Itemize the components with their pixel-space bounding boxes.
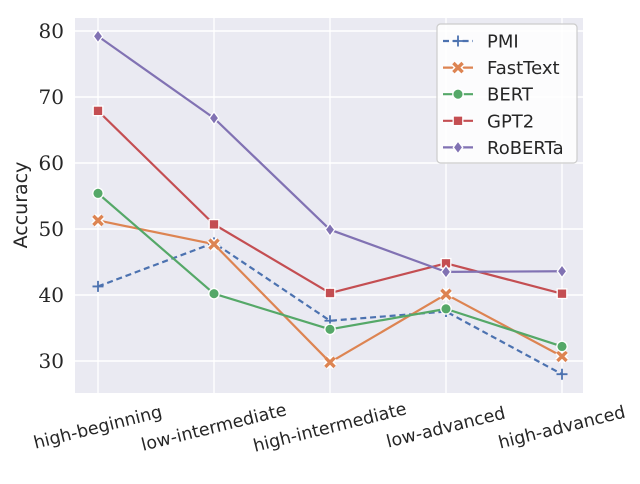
- x-tick-label: high-advanced: [497, 403, 628, 454]
- legend-label: PMI: [487, 32, 519, 53]
- RoBERTa-marker: [440, 264, 452, 280]
- legend-entry-FastText: FastText: [443, 58, 560, 79]
- FastText-marker: [324, 356, 336, 369]
- GPT2-marker: [208, 218, 220, 230]
- y-axis-label: Accuracy: [10, 162, 32, 249]
- legend-label: RoBERTa: [487, 138, 564, 159]
- y-tick-label: 40: [39, 283, 64, 307]
- PMI-marker: [92, 280, 104, 292]
- BERT-marker: [556, 340, 568, 353]
- BERT-legend-marker: [452, 88, 464, 101]
- legend-box: [436, 23, 578, 164]
- GPT2-marker: [556, 288, 568, 300]
- FastText-marker: [440, 288, 452, 301]
- FastText-marker: [92, 214, 104, 227]
- FastText-legend-marker: [452, 61, 464, 74]
- x-axis-ticks: high-beginninglow-intermediatehigh-inter…: [32, 399, 628, 456]
- legend-entry-PMI: PMI: [443, 32, 519, 53]
- y-tick-label: 70: [39, 85, 64, 109]
- BERT-marker: [324, 323, 336, 336]
- RoBERTa-marker: [208, 110, 220, 126]
- RoBERTa-legend-marker: [452, 140, 464, 155]
- GPT2-marker: [92, 105, 104, 117]
- BERT-marker: [92, 187, 104, 200]
- legend-entry-RoBERTa: RoBERTa: [443, 138, 564, 159]
- PMI-legend-marker: [452, 35, 464, 47]
- legend-entry-BERT: BERT: [443, 85, 534, 106]
- GPT2-legend-marker: [452, 115, 464, 127]
- RoBERTa-marker: [556, 263, 568, 279]
- series-BERT: [92, 187, 568, 353]
- y-axis-ticks: 30 40 50 60 70 80: [39, 19, 64, 373]
- series-FastText: [91, 213, 569, 370]
- legend: PMI FastText BERT GPT2 RoBERTa: [436, 23, 578, 164]
- y-tick-label: 50: [39, 217, 64, 241]
- PMI-marker: [556, 368, 568, 380]
- BERT-marker: [208, 287, 220, 300]
- RoBERTa-marker: [92, 28, 104, 44]
- series-GPT2: [92, 105, 568, 300]
- FastText-marker: [556, 350, 568, 363]
- RoBERTa-marker: [324, 222, 336, 238]
- BERT-marker: [440, 303, 452, 315]
- GPT2-marker: [324, 287, 336, 299]
- series-PMI-line: [97, 241, 563, 376]
- y-tick-label: 30: [39, 349, 64, 373]
- legend-label: BERT: [487, 85, 534, 106]
- legend-entry-GPT2: GPT2: [443, 111, 534, 132]
- y-tick-label: 60: [39, 151, 64, 175]
- legend-label: FastText: [487, 58, 560, 79]
- FastText-marker: [208, 238, 220, 250]
- legend-label: GPT2: [487, 111, 534, 132]
- y-tick-label: 80: [39, 19, 64, 43]
- series-RoBERTa: [92, 28, 568, 280]
